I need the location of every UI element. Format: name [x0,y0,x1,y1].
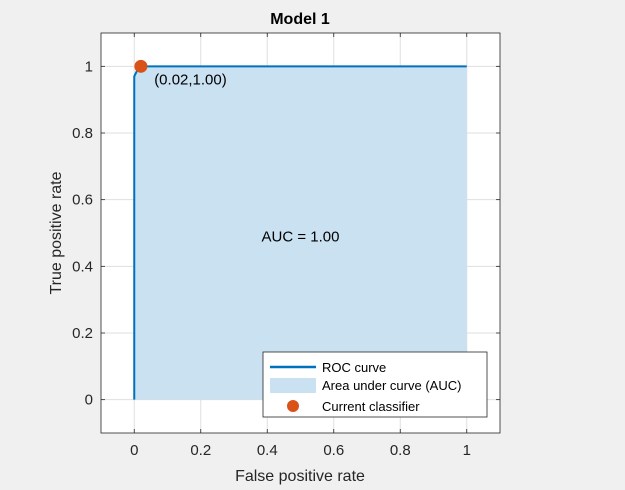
auc-area [134,66,467,400]
y-tick-label: 0.6 [72,192,93,209]
auc-area-group [134,66,467,400]
x-tick-label: 0.6 [323,442,344,459]
y-tick-label: 1 [85,58,93,75]
y-axis-label: True positive rate [48,171,65,294]
y-tick-label: 0.2 [72,325,93,342]
y-tick-label: 0.4 [72,258,93,275]
classifier-point-group [134,59,148,73]
axes-frame [100,32,501,434]
chart-title: Model 1 [270,11,330,28]
auc-value-label: AUC = 1.00 [262,228,340,245]
x-tick-label: 1 [463,442,471,459]
annotations: (0.02,1.00) AUC = 1.00 [154,72,339,246]
legend: ROC curve Area under curve (AUC) Current… [262,351,488,418]
x-tick-label: 0.8 [390,442,411,459]
legend-auc-swatch [270,378,316,393]
legend-classifier-label: Current classifier [322,399,420,414]
x-tick-label: 0.2 [190,442,211,459]
current-classifier-point [134,59,148,73]
x-tick-label: 0.4 [257,442,278,459]
x-tick-label: 0 [130,442,138,459]
legend-roc-label: ROC curve [322,360,386,375]
y-tick-label: 0 [85,392,93,409]
classifier-coordinate-label: (0.02,1.00) [154,72,227,89]
y-tick-label: 0.8 [72,125,93,142]
x-axis-label: False positive rate [235,468,365,485]
legend-auc-label: Area under curve (AUC) [322,378,461,393]
axis-ticks: 0 0.2 0.4 0.6 0.8 1 0 0.2 0.4 0.6 0.8 1 [72,33,500,459]
legend-classifier-swatch [287,400,299,412]
